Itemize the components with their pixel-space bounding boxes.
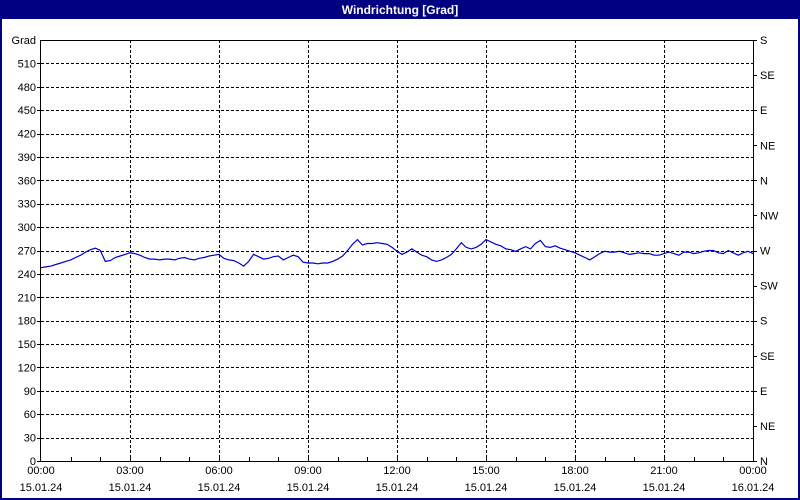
- compass-label: S: [760, 316, 767, 328]
- y-tick-label: 300: [18, 222, 36, 234]
- compass-label: NE: [760, 421, 775, 433]
- y-tick-label: 480: [18, 82, 36, 94]
- x-tick-date-label: 15.01.24: [198, 482, 241, 494]
- y-axis-unit-label: Grad: [12, 35, 36, 47]
- y-tick-label: 450: [18, 105, 36, 117]
- x-tick-date-label: 15.01.24: [109, 482, 152, 494]
- x-tick-date-label: 15.01.24: [465, 482, 508, 494]
- window-title: Windrichtung [Grad]: [341, 3, 459, 17]
- y-tick-label: 30: [24, 433, 36, 445]
- x-tick-date-label: 15.01.24: [20, 482, 63, 494]
- gridlines: [41, 40, 753, 461]
- compass-label: NE: [760, 140, 775, 152]
- x-tick-time-label: 15:00: [472, 465, 500, 477]
- compass-label: SE: [760, 70, 775, 82]
- x-tick-date-label: 15.01.24: [643, 482, 686, 494]
- x-tick-time-label: 00:00: [27, 465, 55, 477]
- y-tick-label: 0: [30, 456, 36, 468]
- axes: [37, 40, 757, 462]
- y-tick-label: 330: [18, 199, 36, 211]
- x-tick-date-label: 15.01.24: [554, 482, 597, 494]
- y-tick-label: 210: [18, 292, 36, 304]
- x-tick-date-label: 15.01.24: [287, 482, 330, 494]
- x-tick-date-label: 16.01.24: [732, 482, 775, 494]
- title-bar: Windrichtung [Grad]: [2, 2, 798, 19]
- y-tick-label: 270: [18, 246, 36, 258]
- series-line-windrichtung: [40, 238, 754, 269]
- compass-label: E: [760, 105, 767, 117]
- y-tick-label: 360: [18, 175, 36, 187]
- x-tick-date-label: 15.01.24: [376, 482, 419, 494]
- compass-label: N: [760, 175, 768, 187]
- compass-label: SE: [760, 351, 775, 363]
- x-tick-time-label: 18:00: [561, 465, 589, 477]
- x-tick-time-label: 12:00: [383, 465, 411, 477]
- y-tick-label: 510: [18, 58, 36, 70]
- compass-label: W: [760, 246, 771, 258]
- y-tick-label: 90: [24, 386, 36, 398]
- x-tick-time-label: 00:00: [739, 465, 767, 477]
- compass-label: E: [760, 386, 767, 398]
- y-tick-label: 120: [18, 362, 36, 374]
- y-tick-label: 240: [18, 269, 36, 281]
- compass-label: NW: [760, 210, 779, 222]
- compass-label: N: [760, 456, 768, 468]
- compass-label: S: [760, 35, 767, 47]
- y-tick-label: 150: [18, 339, 36, 351]
- y-tick-label: 180: [18, 316, 36, 328]
- y-tick-label: 60: [24, 409, 36, 421]
- x-tick-time-label: 21:00: [650, 465, 678, 477]
- y-tick-label: 390: [18, 152, 36, 164]
- axis-labels: 0 30 60 90 120 150 180 210 240 270 300 330 360 390 420…: [12, 35, 779, 494]
- y-tick-label: 420: [18, 129, 36, 141]
- compass-label: SW: [760, 281, 778, 293]
- x-tick-time-label: 03:00: [116, 465, 144, 477]
- x-tick-time-label: 09:00: [294, 465, 322, 477]
- x-tick-time-label: 06:00: [205, 465, 233, 477]
